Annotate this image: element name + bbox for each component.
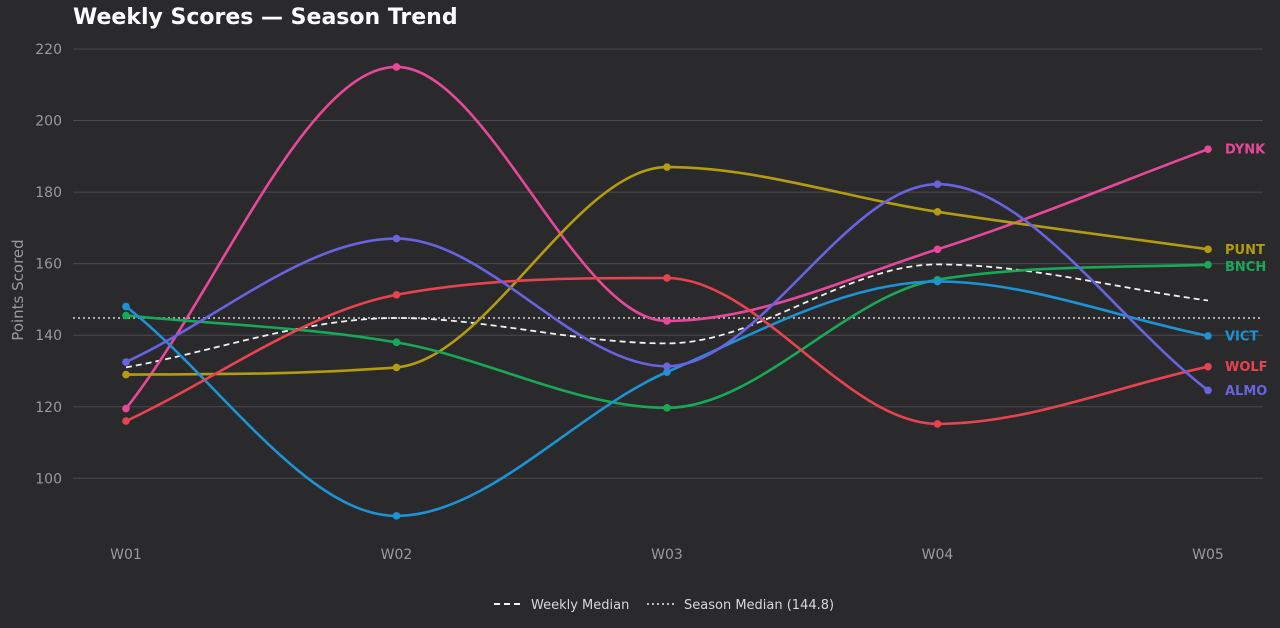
- end-label-vict: VICT: [1225, 329, 1258, 344]
- point-punt-w02: [392, 363, 401, 372]
- point-wolf-w04: [933, 420, 942, 428]
- series-line-almo: [124, 182, 1210, 392]
- legend: Weekly Median Season Median (144.8): [494, 598, 834, 613]
- point-punt-w05: [1204, 245, 1212, 254]
- series-line-dynk: [124, 65, 1210, 410]
- point-bnch-w02: [392, 338, 401, 347]
- point-wolf-w02: [392, 290, 401, 299]
- y-tick-label-120: 120: [35, 400, 62, 416]
- y-tick-label-200: 200: [35, 114, 62, 130]
- x-tick-label-W02: W02: [381, 547, 413, 563]
- point-almo-w04: [933, 180, 942, 189]
- series-bnch: [122, 260, 1212, 412]
- chart-title: Weekly Scores — Season Trend: [73, 5, 458, 30]
- grid-lines: [73, 48, 1263, 479]
- y-tick-label-140: 140: [35, 328, 62, 344]
- series-line-wolf: [124, 276, 1210, 426]
- end-label-wolf: WOLF: [1225, 360, 1268, 375]
- point-almo-w03: [663, 362, 671, 371]
- series-line-bnch: [124, 263, 1210, 410]
- legend-weekly-median-label: Weekly Median: [531, 598, 629, 613]
- point-wolf-w03: [663, 274, 671, 282]
- end-label-dynk: DYNK: [1225, 143, 1266, 158]
- point-vict-w05: [1204, 332, 1212, 340]
- point-wolf-w05: [1204, 362, 1212, 371]
- series-almo: [122, 180, 1212, 395]
- point-punt-w01: [122, 370, 130, 379]
- x-tick-label-W03: W03: [651, 547, 683, 563]
- point-wolf-w01: [122, 417, 130, 425]
- y-tick-label-220: 220: [35, 42, 62, 58]
- point-vict-w04: [933, 277, 942, 286]
- end-label-punt: PUNT: [1225, 243, 1265, 258]
- y-tick-label-160: 160: [35, 257, 62, 273]
- series-vict: [122, 277, 1212, 520]
- x-tick-label-W05: W05: [1192, 547, 1224, 563]
- x-tick-labels: W01 W02 W03 W04 W05: [110, 547, 1224, 563]
- series-wolf: [122, 274, 1212, 428]
- legend-season-median-label: Season Median (144.8): [684, 598, 834, 613]
- y-tick-label-100: 100: [35, 471, 62, 487]
- series-line-punt: [124, 165, 1210, 376]
- point-punt-w03: [663, 163, 671, 171]
- series-dynk: [122, 63, 1212, 413]
- y-tick-labels: 100 120 140 160 180 200 220: [35, 42, 62, 487]
- series-line-vict: [124, 280, 1210, 518]
- point-almo-w02: [392, 234, 401, 243]
- end-label-almo: ALMO: [1225, 384, 1267, 399]
- point-almo-w01: [122, 358, 130, 366]
- x-tick-label-W04: W04: [922, 547, 954, 563]
- point-dynk-w04: [933, 245, 942, 254]
- point-bnch-w01: [122, 311, 130, 320]
- point-vict-w01: [122, 302, 130, 311]
- point-bnch-w03: [663, 404, 671, 412]
- series-punt: [122, 163, 1212, 379]
- end-label-bnch: BNCH: [1225, 260, 1266, 275]
- series-lines: [122, 63, 1212, 520]
- point-vict-w03: [663, 368, 671, 376]
- point-bnch-w05: [1204, 260, 1212, 269]
- point-vict-w02: [392, 512, 401, 520]
- series-end-labels: DYNK PUNT BNCH VICT WOLF ALMO: [1225, 143, 1268, 399]
- point-almo-w05: [1204, 386, 1212, 395]
- y-axis-label: Points Scored: [9, 239, 27, 340]
- point-punt-w04: [933, 207, 942, 216]
- point-dynk-w05: [1204, 145, 1212, 153]
- point-dynk-w02: [392, 63, 401, 71]
- y-tick-label-180: 180: [35, 185, 62, 201]
- point-dynk-w01: [122, 404, 130, 413]
- x-tick-label-W01: W01: [110, 547, 142, 563]
- point-dynk-w03: [663, 317, 671, 325]
